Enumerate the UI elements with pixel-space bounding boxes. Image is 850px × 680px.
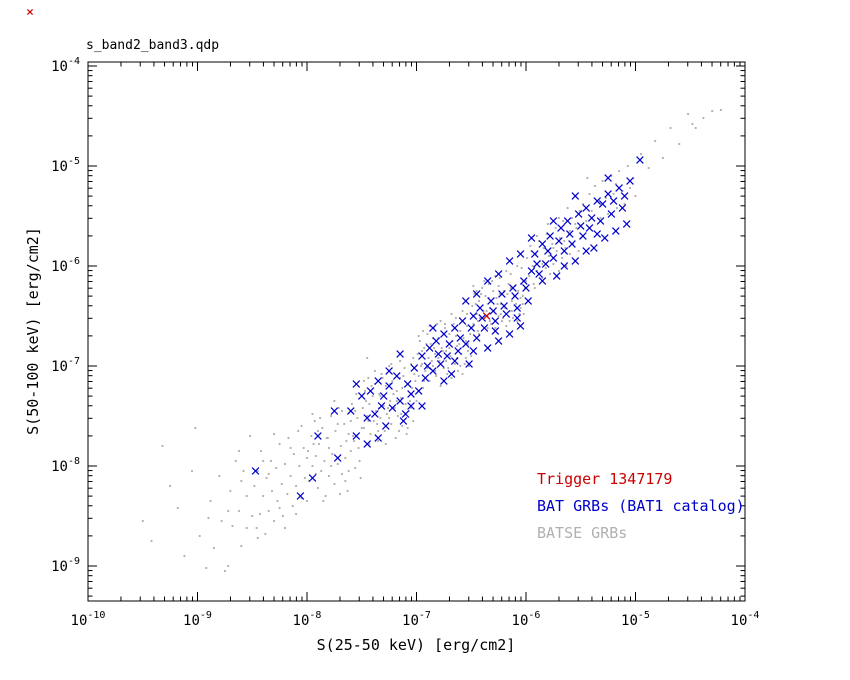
x-tick-label: 10-9 xyxy=(183,610,212,629)
y-tick-label: 10-8 xyxy=(51,456,80,475)
x-tick-label: 10-4 xyxy=(731,610,760,629)
y-tick-label: 10-6 xyxy=(51,256,80,275)
y-tick-label: 10-9 xyxy=(51,556,80,575)
legend-item-trigger: Trigger 1347179 xyxy=(537,470,673,488)
legend: Trigger 1347179 BAT GRBs (BAT1 catalog) … xyxy=(537,466,745,547)
stray-red-mark xyxy=(26,8,34,16)
y-axis-label: S(50-100 keV) [erg/cm2] xyxy=(24,227,42,435)
x-tick-label: 10-7 xyxy=(402,610,431,629)
x-tick-label: 10-5 xyxy=(621,610,650,629)
legend-item-batse-grbs: BATSE GRBs xyxy=(537,524,628,542)
y-tick-label: 10-5 xyxy=(51,156,80,175)
x-tick-label: 10-8 xyxy=(293,610,322,629)
plot-title: s_band2_band3.qdp xyxy=(86,38,220,53)
y-tick-label: 10-7 xyxy=(51,356,80,375)
y-tick-label: 10-4 xyxy=(51,56,80,75)
x-tick-label: 10-10 xyxy=(71,610,106,629)
x-axis-label: S(25-50 keV) [erg/cm2] xyxy=(316,636,516,654)
legend-item-bat-grbs: BAT GRBs (BAT1 catalog) xyxy=(537,497,745,515)
x-tick-label: 10-6 xyxy=(512,610,541,629)
